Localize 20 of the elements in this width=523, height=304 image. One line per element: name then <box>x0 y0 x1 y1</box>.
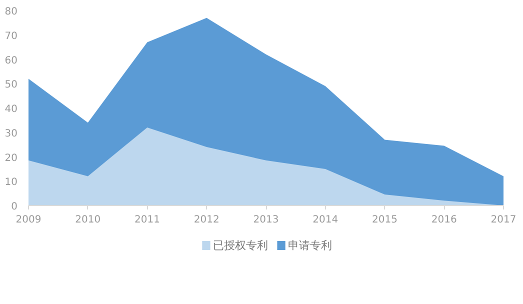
y-tick-label: 60 <box>4 55 18 66</box>
x-tick-label: 2015 <box>372 214 398 226</box>
x-tick-label: 2016 <box>431 214 457 226</box>
y-tick-label: 10 <box>4 177 18 188</box>
x-tick-label: 2010 <box>75 214 101 226</box>
legend-label: 申请专利 <box>288 239 332 252</box>
x-tick-label: 2012 <box>194 214 220 226</box>
y-tick-label: 80 <box>4 6 18 18</box>
x-tick-label: 2009 <box>16 214 42 226</box>
x-tick-label: 2017 <box>490 214 516 226</box>
y-tick-label: 30 <box>4 128 18 140</box>
y-tick-label: 0 <box>11 202 18 212</box>
x-tick-label: 2011 <box>134 214 160 226</box>
legend-label: 已授权专利 <box>212 239 268 252</box>
x-tick-label: 2013 <box>253 214 279 226</box>
y-tick-label: 70 <box>4 30 18 42</box>
y-tick-label: 40 <box>4 104 18 115</box>
y-tick-label: 50 <box>4 80 18 91</box>
x-tick-label: 2014 <box>312 214 338 226</box>
y-tick-label: 20 <box>4 152 18 164</box>
